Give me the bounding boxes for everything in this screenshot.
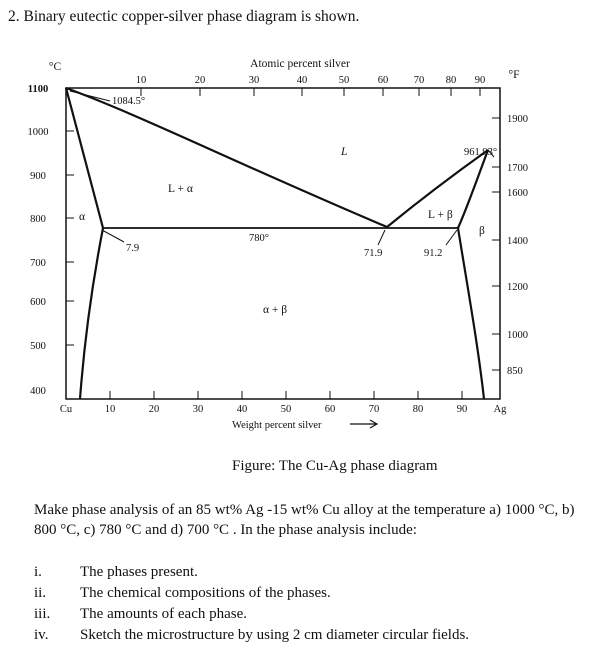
- left-tick-label: 400: [30, 386, 46, 397]
- top-tick-label: 10: [136, 75, 147, 86]
- bottom-tick-label: 30: [193, 404, 204, 415]
- top-tick-label: 50: [339, 75, 350, 86]
- liquid-label: L: [340, 146, 347, 158]
- alpha-beta-label: α + β: [263, 304, 287, 316]
- solidus-beta: [456, 149, 490, 229]
- right-tick-label: 1900: [507, 114, 528, 125]
- cu-melt-label: 1084.5°: [112, 96, 145, 107]
- right-tick-label: 1600: [507, 188, 528, 199]
- left-tick-label: 900: [30, 171, 46, 182]
- phase-diagram: Atomic percent silver °C °F Weight perce…: [28, 58, 529, 431]
- bottom-tick-label: 90: [457, 404, 468, 415]
- bottom-axis-label: Weight percent silver: [232, 420, 322, 431]
- left-tick-label: 600: [30, 297, 46, 308]
- bottom-tick-label: 70: [369, 404, 380, 415]
- eutectic-comp-pointer: [377, 229, 386, 246]
- right-tick-label: 1400: [507, 236, 528, 247]
- alpha-max-pointer: [101, 229, 125, 243]
- solidus-alpha: [64, 87, 105, 229]
- left-unit: °C: [49, 61, 62, 73]
- list-item: ii. The chemical compositions of the phas…: [34, 585, 331, 601]
- bottom-tick-label: 60: [325, 404, 336, 415]
- list-item: iii. The amounts of each phase.: [34, 606, 248, 622]
- tick-marks: [66, 88, 500, 399]
- alpha-label: α: [79, 211, 85, 223]
- eutectic-temp-label: 780°: [249, 233, 269, 244]
- top-tick-label: 20: [195, 75, 206, 86]
- question-title: 2. Binary eutectic copper-silver phase d…: [8, 8, 360, 25]
- bottom-tick-label: Cu: [60, 404, 73, 415]
- right-tick-label: 1000: [507, 330, 528, 341]
- right-tick-labels: 1900 1700 1600 1400 1200 1000 850: [507, 114, 528, 377]
- top-tick-labels: 10 20 30 40 50 60 70 80 90: [136, 75, 486, 86]
- left-tick-label: 800: [30, 214, 46, 225]
- top-axis-label: Atomic percent silver: [250, 58, 350, 70]
- left-tick-label: 1000: [28, 127, 49, 138]
- plot-frame: [65, 87, 501, 400]
- list-item: i. The phases present.: [34, 564, 198, 580]
- question-prompt: Make phase analysis of an 85 wt% Ag -15 …: [34, 502, 575, 538]
- top-tick-label: 40: [297, 75, 308, 86]
- right-tick-label: 1200: [507, 282, 528, 293]
- top-tick-label: 70: [414, 75, 425, 86]
- bottom-tick-labels: Cu 10 20 30 40 50 60 70 80 90 Ag: [60, 404, 507, 415]
- right-tick-label: 1700: [507, 163, 528, 174]
- figure-caption: Figure: The Cu-Ag phase diagram: [232, 458, 438, 474]
- left-tick-labels: 1100 1000 900 800 700 600 500 400: [28, 84, 49, 397]
- cu-melt-pointer: [69, 90, 111, 102]
- ag-melt-label: 961.93°: [464, 147, 497, 158]
- bottom-tick-label: 50: [281, 404, 292, 415]
- top-tick-label: 30: [249, 75, 260, 86]
- bottom-tick-label: 40: [237, 404, 248, 415]
- left-tick-label: 1100: [28, 84, 48, 95]
- bottom-tick-label: Ag: [494, 404, 508, 415]
- right-unit: °F: [509, 69, 520, 81]
- top-tick-label: 90: [475, 75, 486, 86]
- top-tick-label: 60: [378, 75, 389, 86]
- beta-max-pointer: [445, 229, 458, 246]
- eutectic-comp-label: 71.9: [364, 248, 382, 259]
- beta-label: β: [479, 225, 485, 237]
- bottom-tick-label: 80: [413, 404, 424, 415]
- analysis-items: i. The phases present. ii. The chemical co…: [34, 562, 469, 646]
- l-alpha-label: L + α: [168, 183, 193, 195]
- beta-max-label: 91.2: [424, 248, 442, 259]
- l-beta-label: L + β: [428, 209, 453, 221]
- liquidus-left: [65, 86, 388, 229]
- list-item: iv. Sketch the microstructure by using 2 …: [34, 627, 470, 643]
- solvus-beta: [456, 227, 486, 400]
- left-tick-label: 500: [30, 341, 46, 352]
- liquidus-right: [386, 149, 489, 228]
- top-tick-label: 80: [446, 75, 457, 86]
- solvus-alpha: [78, 227, 105, 400]
- bottom-tick-label: 20: [149, 404, 160, 415]
- ag-melt-pointer: [487, 149, 495, 158]
- right-tick-label: 850: [507, 366, 523, 377]
- bottom-tick-label: 10: [105, 404, 116, 415]
- bottom-axis-arrow: [350, 419, 379, 429]
- left-tick-label: 700: [30, 258, 46, 269]
- alpha-max-label: 7.9: [126, 243, 139, 254]
